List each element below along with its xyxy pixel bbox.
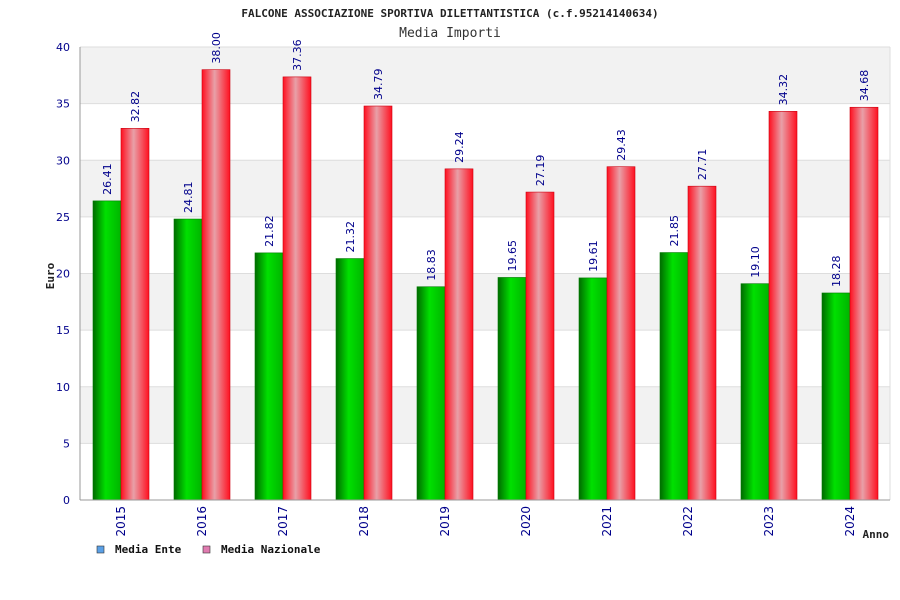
bar-media-ente-2016: [173, 218, 203, 501]
y-tick-label: 10: [56, 381, 70, 394]
data-label: 24.81: [182, 182, 195, 214]
y-axis-ticks: 0 5 10 15 20 25 30 35 40: [56, 41, 70, 507]
x-tick-label: 2016: [195, 506, 209, 537]
bar-media-ente-2022: [659, 252, 689, 501]
bar-media-nazionale-2024: [849, 106, 879, 501]
x-tick-label: 2023: [762, 506, 776, 537]
bar-media-ente-2019: [416, 286, 446, 501]
bar-media-nazionale-2017: [282, 76, 312, 501]
y-tick-label: 15: [56, 324, 70, 337]
x-tick-label: 2018: [357, 506, 371, 537]
bar-media-nazionale-2018: [363, 105, 393, 501]
data-label: 26.41: [101, 163, 114, 195]
x-axis-label: Anno: [863, 528, 890, 541]
chart-subtitle: Media Importi: [399, 26, 501, 41]
plot-band: [80, 160, 890, 217]
data-label: 21.32: [344, 221, 357, 253]
y-tick-label: 40: [56, 41, 70, 54]
bar-media-ente-2018: [335, 258, 365, 501]
data-label: 29.43: [615, 129, 628, 161]
legend-item-media-ente: Media Ente: [96, 543, 182, 556]
y-tick-label: 0: [63, 494, 70, 507]
x-tick-label: 2021: [600, 506, 614, 537]
legend: Media Ente Media Nazionale: [96, 543, 321, 556]
data-label: 18.83: [425, 249, 438, 281]
data-labels: 26.41 32.82 24.81 38.00 21.82 37.36 21.32 34.79…: [101, 32, 871, 287]
x-tick-label: 2022: [681, 506, 695, 537]
x-tick-label: 2020: [519, 506, 533, 537]
legend-item-media-nazionale: Media Nazionale: [202, 543, 321, 556]
bar-media-ente-2015: [92, 200, 122, 501]
legend-label-media-nazionale: Media Nazionale: [221, 543, 321, 556]
data-label: 38.00: [210, 32, 223, 64]
data-label: 34.32: [777, 74, 790, 106]
legend-label-media-ente: Media Ente: [115, 543, 182, 556]
bar-media-nazionale-2019: [444, 168, 474, 501]
data-label: 29.24: [453, 131, 466, 163]
bar-media-ente-2017: [254, 252, 284, 501]
bar-media-nazionale-2021: [606, 166, 636, 501]
bar-media-nazionale-2015: [120, 128, 150, 501]
data-label: 19.61: [587, 240, 600, 272]
data-label: 27.19: [534, 155, 547, 187]
y-axis-label: Euro: [44, 262, 57, 289]
bar-media-ente-2024: [821, 292, 851, 501]
bar-media-nazionale-2016: [201, 69, 231, 501]
data-label: 32.82: [129, 91, 142, 123]
data-label: 34.79: [372, 69, 385, 101]
bar-media-ente-2023: [740, 283, 770, 501]
data-label: 27.71: [696, 149, 709, 181]
data-label: 21.85: [668, 215, 681, 247]
data-label: 18.28: [830, 255, 843, 287]
plot-band: [80, 47, 890, 104]
y-tick-label: 20: [56, 268, 70, 281]
bar-media-nazionale-2023: [768, 111, 798, 501]
bars: [92, 69, 879, 501]
data-label: 34.68: [858, 70, 871, 102]
x-tick-label: 2024: [843, 506, 857, 537]
data-label: 19.10: [749, 246, 762, 278]
data-label: 21.82: [263, 215, 276, 247]
bar-media-nazionale-2022: [687, 185, 717, 501]
x-tick-label: 2015: [114, 506, 128, 537]
bar-media-ente-2021: [578, 277, 608, 501]
data-label: 37.36: [291, 39, 304, 71]
bar-media-ente-2020: [497, 277, 527, 501]
y-tick-label: 35: [56, 98, 70, 111]
data-label: 19.65: [506, 240, 519, 272]
x-axis-ticks: 2015 2016 2017 2018 2019 2020 2021 2022 2023 2024: [114, 506, 857, 537]
legend-swatch-media-ente: [96, 545, 105, 554]
y-tick-label: 25: [56, 211, 70, 224]
plot-band: [80, 103, 890, 161]
legend-swatch-media-nazionale: [202, 545, 211, 554]
x-tick-label: 2017: [276, 506, 290, 537]
y-tick-label: 30: [56, 154, 70, 167]
bar-media-nazionale-2020: [525, 191, 555, 501]
chart-title: FALCONE ASSOCIAZIONE SPORTIVA DILETTANTI…: [241, 7, 658, 20]
y-tick-label: 5: [63, 437, 70, 450]
x-tick-label: 2019: [438, 506, 452, 537]
